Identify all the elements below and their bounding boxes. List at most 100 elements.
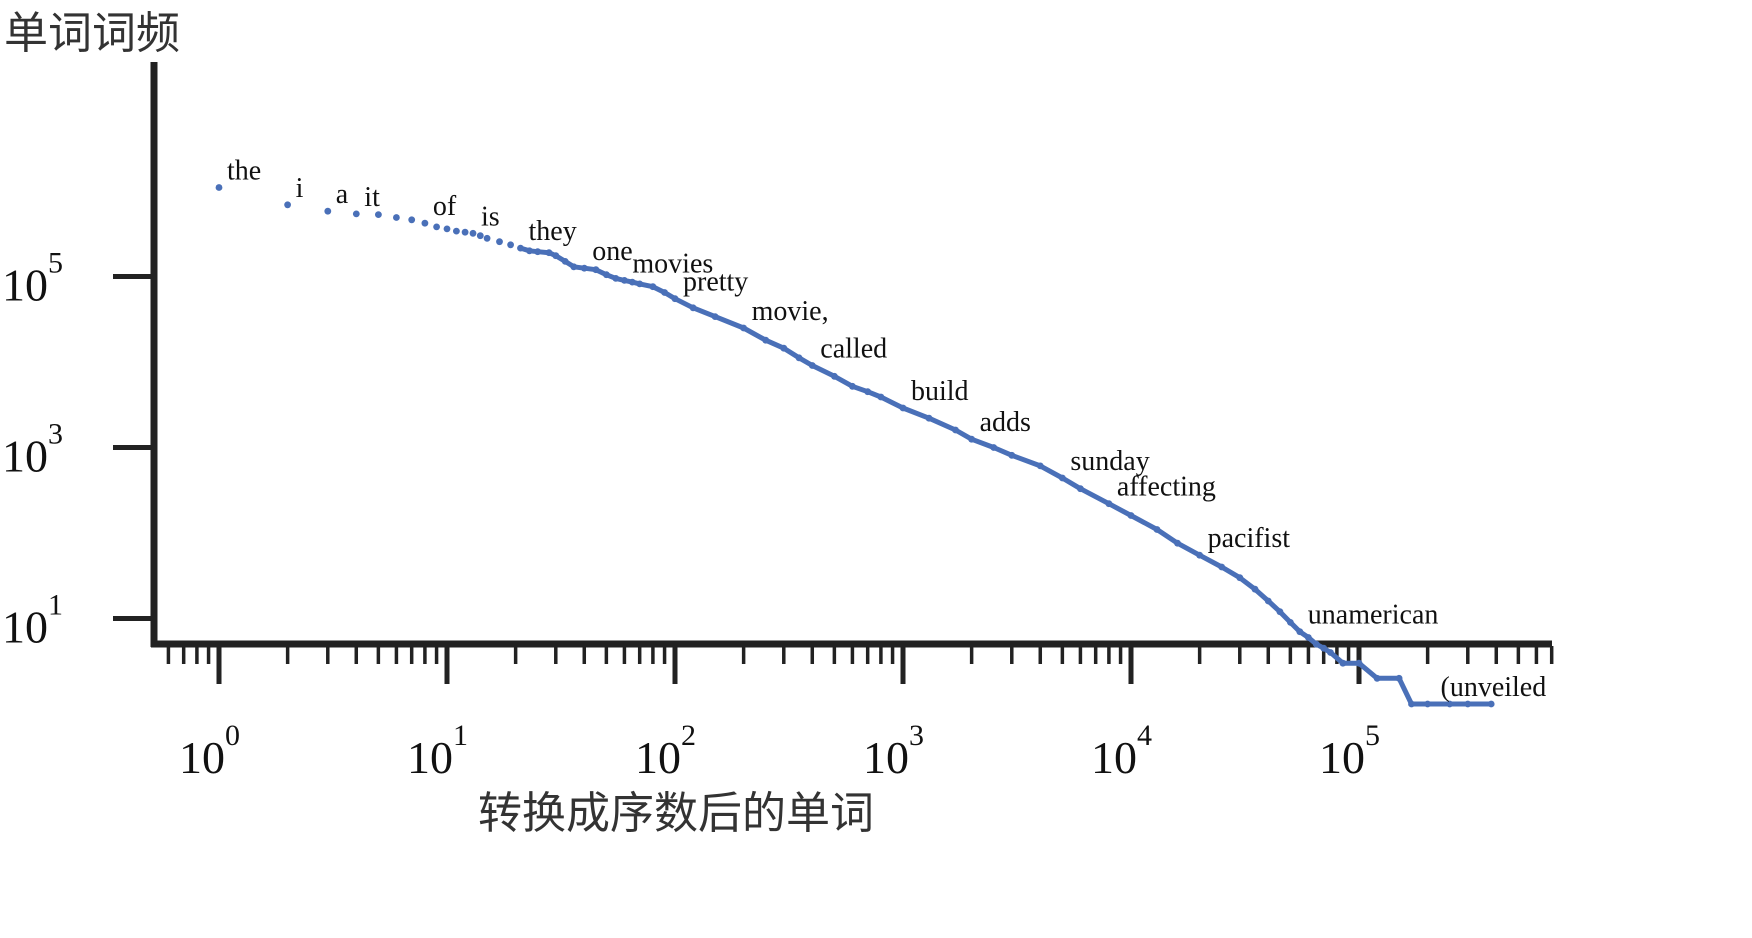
data-point <box>864 388 872 396</box>
data-point <box>952 426 959 434</box>
data-point <box>1236 574 1244 582</box>
data-point <box>621 277 628 284</box>
x-tick-label: 100 <box>179 719 240 783</box>
word-label: movies <box>632 248 713 279</box>
data-point <box>552 252 560 260</box>
data-point <box>421 219 429 227</box>
word-label: one <box>592 236 632 267</box>
data-point <box>780 344 788 352</box>
data-point <box>1373 674 1381 682</box>
data-point <box>740 324 747 332</box>
data-point <box>517 244 524 252</box>
word-label: the <box>227 156 261 187</box>
word-label: is <box>481 201 500 232</box>
data-point <box>592 266 600 274</box>
word-label: of <box>433 191 457 222</box>
word-label: a <box>336 179 349 210</box>
data-point <box>1287 619 1294 626</box>
data-point <box>711 313 719 320</box>
data-point <box>408 216 416 224</box>
word-label: unamerican <box>1308 600 1439 631</box>
data-point <box>352 210 360 218</box>
data-point <box>1464 700 1472 708</box>
word-label: pretty <box>683 267 748 298</box>
data-point <box>496 238 503 246</box>
y-ticks: 101 103 105 <box>2 247 154 653</box>
data-point <box>1251 585 1259 593</box>
data-point <box>1327 649 1334 656</box>
x-axis-title: 转换成序数后的单词 <box>478 788 874 839</box>
word-label: called <box>820 334 887 365</box>
word-label: affecting <box>1117 472 1216 503</box>
data-point <box>1105 500 1113 508</box>
data-point <box>795 354 803 362</box>
data-point <box>461 228 469 236</box>
data-point <box>1008 451 1016 459</box>
word-label: build <box>911 376 969 407</box>
data-point <box>1036 462 1044 470</box>
data-point <box>483 234 491 242</box>
y-axis-title: 单词词频 <box>4 8 180 59</box>
word-label: pacifist <box>1208 523 1291 554</box>
y-tick-label: 103 <box>2 418 63 482</box>
series-line <box>518 245 1494 707</box>
data-point <box>324 207 332 215</box>
data-point <box>1059 474 1066 482</box>
data-point <box>1487 700 1495 708</box>
data-point <box>628 278 636 286</box>
data-point <box>433 223 440 231</box>
data-point <box>284 201 291 209</box>
data-point <box>453 227 460 235</box>
data-point <box>1355 659 1363 667</box>
data-point <box>1276 608 1284 616</box>
x-tick-label: 104 <box>1091 719 1152 783</box>
data-point <box>1446 700 1454 708</box>
data-point <box>1395 674 1403 682</box>
data-point <box>849 382 856 390</box>
data-point <box>689 304 697 312</box>
data-point <box>545 249 553 257</box>
data-point <box>561 258 569 265</box>
word-label: (unveiled <box>1441 672 1547 703</box>
frequency-series <box>215 184 1495 708</box>
data-point <box>526 247 533 255</box>
data-point <box>1305 634 1312 641</box>
data-point <box>476 232 484 240</box>
word-label: sunday <box>1070 446 1149 477</box>
y-tick-label: 105 <box>2 247 63 311</box>
data-point <box>1424 700 1431 708</box>
data-point <box>1153 526 1161 533</box>
data-point <box>671 295 679 303</box>
data-point <box>649 283 657 291</box>
data-point <box>469 229 477 237</box>
data-point <box>1196 551 1203 559</box>
data-point <box>636 280 644 288</box>
y-tick-label: 101 <box>2 589 63 653</box>
x-tick-label: 102 <box>635 719 696 783</box>
x-ticks: 100 101 102 103 104 105 <box>179 646 1380 783</box>
data-point <box>1264 597 1272 605</box>
x-tick-label: 105 <box>1319 719 1380 783</box>
word-label: i <box>296 173 304 204</box>
data-point <box>215 184 223 191</box>
data-point <box>1312 640 1320 648</box>
data-point <box>612 275 620 282</box>
data-point <box>661 289 668 296</box>
data-point <box>570 263 578 271</box>
data-point <box>580 264 588 272</box>
data-point <box>1408 700 1415 708</box>
word-label: it <box>364 182 380 213</box>
word-label: adds <box>980 407 1031 438</box>
data-point <box>534 248 542 256</box>
data-point <box>1077 485 1084 493</box>
data-point <box>443 225 451 233</box>
data-point <box>1320 644 1328 652</box>
word-label: they <box>529 216 577 247</box>
data-point <box>375 211 382 219</box>
data-point <box>1127 512 1135 519</box>
data-point <box>877 393 885 401</box>
x-tick-label: 101 <box>407 719 468 783</box>
data-point <box>808 362 816 369</box>
data-point <box>831 372 838 380</box>
